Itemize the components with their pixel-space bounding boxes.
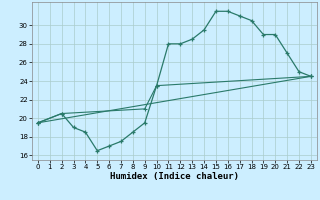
- X-axis label: Humidex (Indice chaleur): Humidex (Indice chaleur): [110, 172, 239, 181]
